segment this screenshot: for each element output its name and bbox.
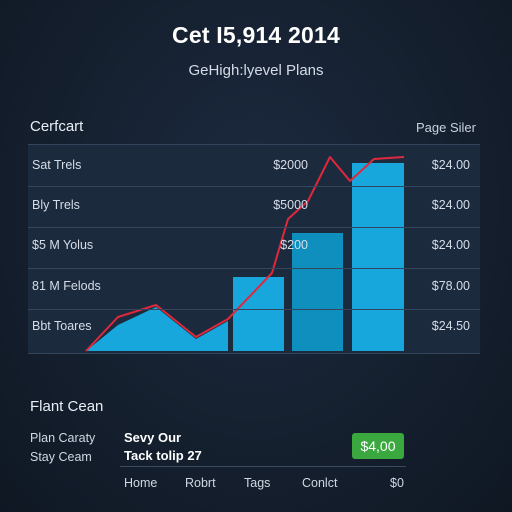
info-label: Plan Caraty: [30, 431, 96, 445]
nav-divider: [120, 466, 406, 467]
row-label: Sat Trels: [32, 158, 82, 172]
row-divider: [28, 186, 480, 187]
row-mid-value: $5000: [273, 198, 308, 212]
nav-item-robrt[interactable]: Robrt: [185, 476, 216, 490]
nav-item-conlct[interactable]: Conlct: [302, 476, 338, 490]
row-label: Bly Trels: [32, 198, 80, 212]
bar-1: [233, 277, 284, 351]
row-right-value: $24.00: [431, 198, 470, 212]
section-title: Flant Cean: [30, 398, 104, 415]
panel-title: Cerfcart: [30, 118, 84, 135]
page-subtitle: GeHigh:lyevel Plans: [188, 62, 324, 79]
info-value: Tack tolip 27: [124, 448, 202, 463]
page-title: Cet I5,914 2014: [172, 22, 340, 48]
nav-item-tags[interactable]: Tags: [244, 476, 271, 490]
data-panel: Sat Trels $2000 $24.00 Bly Trels $5000 $…: [28, 144, 480, 354]
trend-line: [85, 156, 405, 352]
bar-line-graphic: [85, 156, 405, 352]
row-mid-value: $2000: [273, 158, 308, 172]
row-right-value: $24.50: [431, 319, 470, 333]
row-divider: [28, 227, 480, 228]
row-divider: [28, 268, 480, 269]
row-label: $5 M Yolus: [32, 238, 94, 252]
row-label: Bbt Toares: [32, 319, 92, 333]
bar-2: [292, 233, 343, 351]
info-label: Stay Ceam: [30, 450, 92, 464]
row-right-value: $78.00: [431, 279, 470, 293]
price-button[interactable]: $4,00: [352, 433, 404, 459]
row-label: 81 M Felods: [32, 279, 101, 293]
area-fill: [86, 307, 228, 351]
page-filter-link[interactable]: Page Siler: [416, 120, 476, 135]
nav-item-home[interactable]: Home: [124, 476, 158, 490]
row-mid-value: $200: [280, 238, 308, 252]
bar-3: [352, 163, 404, 351]
row-right-value: $24.00: [431, 238, 470, 252]
info-value: Sevy Our: [124, 430, 182, 445]
row-right-value: $24.00: [431, 158, 470, 172]
nav-item-price[interactable]: $0: [390, 476, 404, 490]
row-divider: [28, 309, 480, 310]
